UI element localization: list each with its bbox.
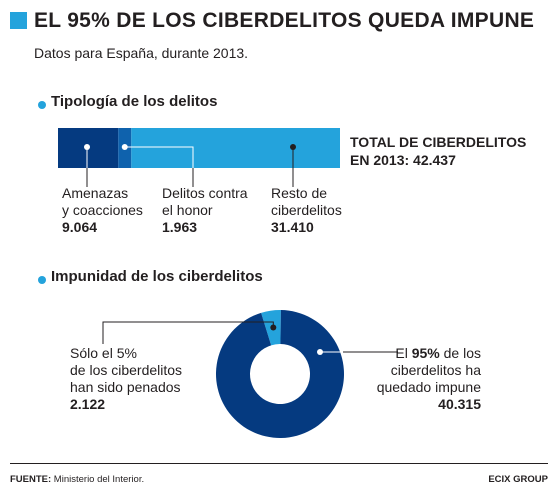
- label-resto: Resto de ciberdelitos 31.410: [271, 185, 342, 236]
- value-penados: 2.122: [70, 396, 106, 412]
- footer-source-text: Ministerio del Interior.: [51, 474, 145, 485]
- label-impune-pre: El: [395, 345, 412, 361]
- footer-divider: [10, 463, 548, 464]
- total-label-line2: EN 2013: 42.437: [350, 152, 456, 168]
- footer-source: FUENTE: Ministerio del Interior.: [10, 474, 144, 485]
- label-penados: Sólo el 5% de los ciberdelitos han sido …: [70, 345, 182, 413]
- marker-impune: [317, 349, 323, 355]
- value-amenazas: 9.064: [62, 219, 98, 235]
- brand-logo-text: ECIX GROUP: [488, 474, 548, 485]
- section-title-impunidad: Impunidad de los ciberdelitos: [51, 268, 263, 285]
- marker-honor: [121, 144, 128, 150]
- value-impune: 40.315: [438, 396, 481, 412]
- label-honor-line2: el honor: [162, 202, 213, 218]
- footer-source-label: FUENTE:: [10, 474, 52, 485]
- label-amenazas-line2: y coacciones: [62, 202, 143, 218]
- label-impune-line3: quedado impune: [376, 379, 481, 395]
- marker-resto: [290, 144, 296, 150]
- section-dot: [38, 101, 46, 109]
- bar-segment-resto: [131, 128, 340, 168]
- label-impune-line2: ciberdelitos ha: [390, 362, 481, 378]
- label-amenazas-line1: Amenazas: [62, 185, 129, 201]
- label-impune-pct: 95%: [411, 345, 440, 361]
- label-amenazas: Amenazas y coacciones 9.064: [62, 185, 143, 236]
- marker-amenazas: [84, 144, 90, 150]
- marker-penados: [270, 324, 277, 331]
- page-subtitle: Datos para España, durante 2013.: [34, 45, 249, 61]
- section-dot: [38, 276, 46, 284]
- label-penados-line2: de los ciberdelitos: [70, 362, 183, 378]
- label-impune-post: de los: [439, 345, 481, 361]
- donut-slice-impune: [215, 310, 344, 438]
- section-title-tipologia: Tipología de los delitos: [51, 93, 218, 110]
- label-impune-line1: El 95% de los: [377, 345, 481, 362]
- label-resto-line1: Resto de: [271, 185, 328, 201]
- label-impune: El 95% de los ciberdelitos ha quedado im…: [377, 345, 481, 413]
- page-title: EL 95% DE LOS CIBERDELITOS QUEDA IMPUNE: [34, 9, 535, 32]
- label-honor-line1: Delitos contra: [162, 185, 248, 201]
- title-marker: [10, 12, 27, 29]
- label-penados-line3: han sido penados: [70, 379, 181, 395]
- label-honor: Delitos contra el honor 1.963: [162, 185, 248, 236]
- label-penados-line1: Sólo el 5%: [70, 345, 137, 361]
- value-resto: 31.410: [271, 219, 314, 235]
- value-honor: 1.963: [162, 219, 198, 235]
- total-label: TOTAL DE CIBERDELITOS EN 2013: 42.437: [350, 133, 526, 169]
- total-label-line1: TOTAL DE CIBERDELITOS: [350, 134, 527, 150]
- label-resto-line2: ciberdelitos: [271, 202, 342, 218]
- donut-chart: [102, 310, 398, 438]
- stacked-bar-chart: [58, 128, 340, 187]
